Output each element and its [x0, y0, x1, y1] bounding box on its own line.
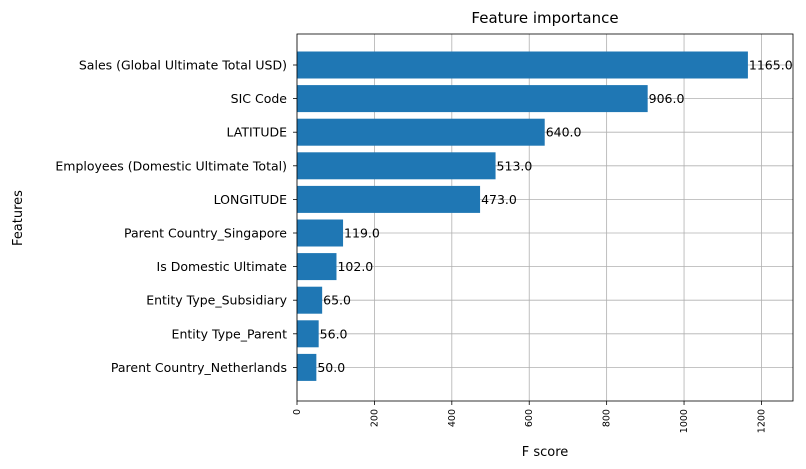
value-label: 640.0	[546, 125, 582, 140]
plot-frame	[296, 33, 794, 402]
bar	[297, 353, 317, 381]
bar	[297, 51, 748, 79]
value-label: 56.0	[320, 326, 348, 341]
bars	[297, 51, 748, 381]
x-tick-label: 400	[447, 409, 458, 427]
x-tick-label: 1000	[679, 409, 690, 433]
bar	[297, 85, 648, 113]
y-tick-label: LONGITUDE	[214, 192, 287, 207]
y-tick-label: LATITUDE	[227, 125, 288, 140]
value-label: 906.0	[649, 91, 685, 106]
value-label: 1165.0	[749, 58, 793, 73]
value-label: 50.0	[317, 360, 345, 375]
y-tick-label: SIC Code	[231, 91, 288, 106]
y-tick-label: Entity Type_Subsidiary	[146, 293, 287, 308]
x-tick-label: 800	[602, 409, 613, 427]
y-tick-label: Sales (Global Ultimate Total USD)	[79, 58, 287, 73]
x-tick-labels: 0 200 400 600 800 1000 1200	[292, 401, 767, 433]
value-label: 513.0	[497, 158, 533, 173]
bar	[297, 286, 323, 314]
y-axis-label: Features	[11, 190, 26, 246]
value-labels: 1165.0 906.0 640.0 513.0 473.0 119.0 102.0 65.0…	[317, 58, 792, 375]
bar	[297, 320, 319, 348]
value-label: 65.0	[323, 293, 351, 308]
x-tick-label: 1200	[756, 409, 767, 433]
x-tick-label: 0	[292, 409, 303, 415]
x-axis-label: F score	[522, 445, 569, 460]
bar	[297, 219, 344, 247]
bar	[297, 185, 481, 213]
value-label: 473.0	[481, 192, 517, 207]
x-tick-label: 200	[369, 409, 380, 427]
y-tick-label: Is Domestic Ultimate	[157, 259, 288, 274]
y-tick-label: Employees (Domestic Ultimate Total)	[55, 158, 287, 173]
value-label: 102.0	[337, 259, 373, 274]
y-tick-label: Parent Country_Singapore	[124, 226, 287, 241]
bar	[297, 152, 496, 180]
y-tick-labels: Sales (Global Ultimate Total USD) SIC Cod…	[55, 58, 297, 375]
x-tick-label: 600	[524, 409, 535, 427]
bar	[297, 253, 337, 281]
value-label: 119.0	[344, 226, 380, 241]
y-tick-label: Entity Type_Parent	[172, 326, 288, 341]
chart-title: Feature importance	[471, 9, 618, 27]
y-tick-label: Parent Country_Netherlands	[111, 360, 287, 375]
bar	[297, 118, 545, 146]
